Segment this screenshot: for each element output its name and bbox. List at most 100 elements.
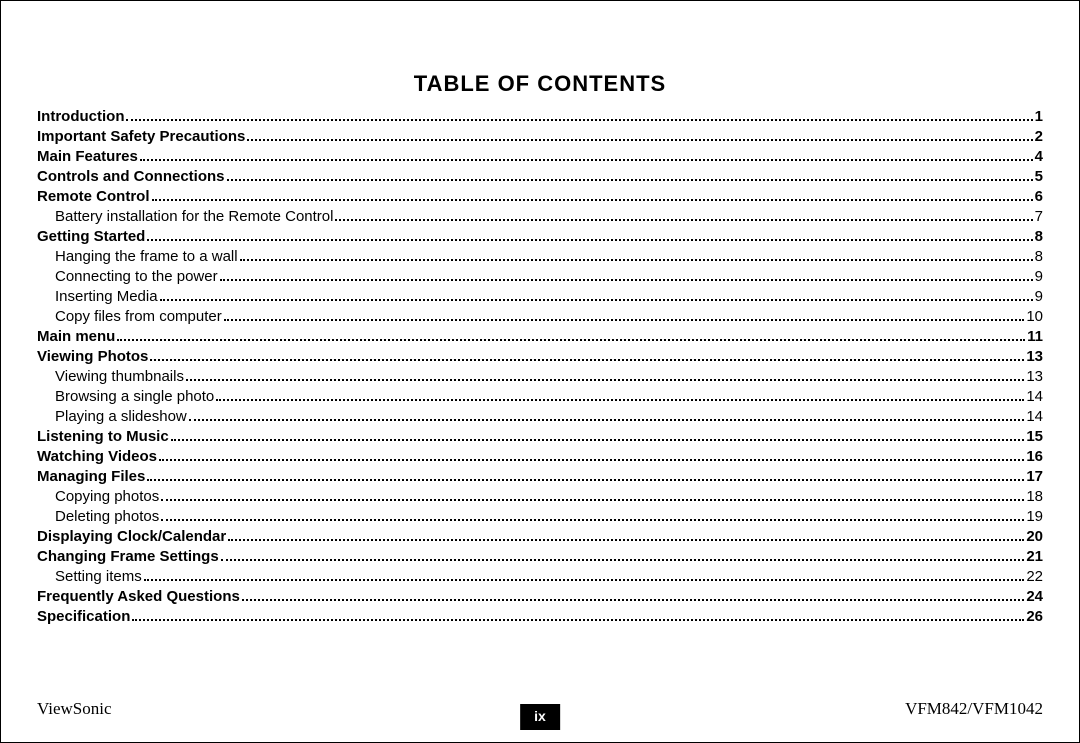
toc-title: TABLE OF CONTENTS bbox=[1, 71, 1079, 97]
toc-leader bbox=[171, 439, 1025, 441]
toc-leader bbox=[117, 339, 1025, 341]
toc-entry-label: Remote Control bbox=[37, 187, 150, 207]
toc-entry-label: Displaying Clock/Calendar bbox=[37, 527, 226, 547]
toc-entry-page: 2 bbox=[1035, 127, 1043, 147]
toc-entry: Specification 26 bbox=[37, 607, 1043, 627]
toc-entry: Displaying Clock/Calendar 20 bbox=[37, 527, 1043, 547]
toc-leader bbox=[152, 199, 1033, 201]
toc-entry-page: 7 bbox=[1035, 207, 1043, 227]
toc-leader bbox=[221, 559, 1025, 561]
toc-entry-page: 4 bbox=[1035, 147, 1043, 167]
toc-entry-page: 19 bbox=[1026, 507, 1043, 527]
toc-leader bbox=[228, 539, 1024, 541]
toc-leader bbox=[161, 499, 1024, 501]
toc: Introduction1Important Safety Precaution… bbox=[1, 107, 1079, 627]
toc-entry: Frequently Asked Questions 24 bbox=[37, 587, 1043, 607]
toc-entry-page: 21 bbox=[1026, 547, 1043, 567]
toc-entry: Deleting photos 19 bbox=[37, 507, 1043, 527]
toc-entry-page: 13 bbox=[1026, 367, 1043, 387]
toc-leader bbox=[216, 399, 1024, 401]
toc-leader bbox=[161, 519, 1024, 521]
toc-entry-page: 20 bbox=[1026, 527, 1043, 547]
toc-entry-page: 9 bbox=[1035, 267, 1043, 287]
footer: ViewSonic ix VFM842/VFM1042 bbox=[1, 694, 1079, 724]
toc-entry-label: Main Features bbox=[37, 147, 138, 167]
toc-entry: Managing Files 17 bbox=[37, 467, 1043, 487]
toc-leader bbox=[240, 259, 1033, 261]
toc-leader bbox=[140, 159, 1033, 161]
toc-entry: Changing Frame Settings 21 bbox=[37, 547, 1043, 567]
toc-entry-label: Battery installation for the Remote Cont… bbox=[55, 207, 333, 227]
toc-leader bbox=[186, 379, 1024, 381]
toc-entry-label: Frequently Asked Questions bbox=[37, 587, 240, 607]
toc-leader bbox=[147, 479, 1024, 481]
toc-leader bbox=[144, 579, 1025, 581]
toc-leader bbox=[242, 599, 1024, 601]
toc-leader bbox=[224, 319, 1025, 321]
toc-leader bbox=[150, 359, 1024, 361]
toc-entry-page: 1 bbox=[1035, 107, 1043, 127]
page: TABLE OF CONTENTS Introduction1Important… bbox=[0, 0, 1080, 743]
toc-entry-label: Copy files from computer bbox=[55, 307, 222, 327]
toc-entry-page: 22 bbox=[1026, 567, 1043, 587]
toc-entry-label: Specification bbox=[37, 607, 130, 627]
toc-entry: Inserting Media 9 bbox=[37, 287, 1043, 307]
toc-entry: Introduction1 bbox=[37, 107, 1043, 127]
toc-entry: Viewing Photos 13 bbox=[37, 347, 1043, 367]
toc-leader bbox=[189, 419, 1025, 421]
toc-entry: Setting items22 bbox=[37, 567, 1043, 587]
toc-entry-page: 9 bbox=[1035, 287, 1043, 307]
toc-entry: Browsing a single photo 14 bbox=[37, 387, 1043, 407]
toc-entry-label: Inserting Media bbox=[55, 287, 158, 307]
toc-entry: Main menu11 bbox=[37, 327, 1043, 347]
toc-entry: Remote Control 6 bbox=[37, 187, 1043, 207]
toc-leader bbox=[132, 619, 1024, 621]
toc-entry: Controls and Connections 5 bbox=[37, 167, 1043, 187]
toc-leader bbox=[126, 119, 1032, 121]
toc-entry-page: 8 bbox=[1035, 247, 1043, 267]
toc-entry-page: 14 bbox=[1026, 407, 1043, 427]
toc-entry: Connecting to the power 9 bbox=[37, 267, 1043, 287]
toc-entry: Playing a slideshow 14 bbox=[37, 407, 1043, 427]
toc-entry-page: 17 bbox=[1026, 467, 1043, 487]
toc-entry-page: 13 bbox=[1026, 347, 1043, 367]
toc-entry-page: 16 bbox=[1026, 447, 1043, 467]
toc-leader bbox=[147, 239, 1032, 241]
toc-entry: Watching Videos16 bbox=[37, 447, 1043, 467]
toc-leader bbox=[335, 219, 1032, 221]
toc-entry-label: Viewing thumbnails bbox=[55, 367, 184, 387]
toc-entry-label: Getting Started bbox=[37, 227, 145, 247]
toc-entry-label: Main menu bbox=[37, 327, 115, 347]
toc-entry: Viewing thumbnails 13 bbox=[37, 367, 1043, 387]
footer-model: VFM842/VFM1042 bbox=[905, 699, 1043, 719]
toc-entry-page: 5 bbox=[1035, 167, 1043, 187]
toc-entry-page: 6 bbox=[1035, 187, 1043, 207]
toc-entry: Battery installation for the Remote Cont… bbox=[37, 207, 1043, 227]
footer-brand: ViewSonic bbox=[37, 699, 112, 719]
toc-leader bbox=[227, 179, 1033, 181]
toc-entry: Listening to Music 15 bbox=[37, 427, 1043, 447]
toc-entry-label: Copying photos bbox=[55, 487, 159, 507]
toc-entry-page: 18 bbox=[1026, 487, 1043, 507]
toc-entry: Getting Started 8 bbox=[37, 227, 1043, 247]
toc-entry-label: Deleting photos bbox=[55, 507, 159, 527]
toc-entry-label: Managing Files bbox=[37, 467, 145, 487]
toc-entry-label: Listening to Music bbox=[37, 427, 169, 447]
toc-entry-label: Connecting to the power bbox=[55, 267, 218, 287]
toc-entry-page: 24 bbox=[1026, 587, 1043, 607]
toc-entry-page: 14 bbox=[1026, 387, 1043, 407]
toc-entry-label: Important Safety Precautions bbox=[37, 127, 245, 147]
toc-entry: Copying photos 18 bbox=[37, 487, 1043, 507]
toc-entry-label: Hanging the frame to a wall bbox=[55, 247, 238, 267]
toc-entry-label: Browsing a single photo bbox=[55, 387, 214, 407]
toc-entry-page: 8 bbox=[1035, 227, 1043, 247]
toc-entry-page: 26 bbox=[1026, 607, 1043, 627]
toc-leader bbox=[159, 459, 1024, 461]
toc-entry: Main Features 4 bbox=[37, 147, 1043, 167]
toc-entry-page: 15 bbox=[1026, 427, 1043, 447]
toc-entry-label: Controls and Connections bbox=[37, 167, 225, 187]
toc-leader bbox=[220, 279, 1033, 281]
toc-entry-label: Playing a slideshow bbox=[55, 407, 187, 427]
toc-entry-label: Changing Frame Settings bbox=[37, 547, 219, 567]
toc-entry-label: Viewing Photos bbox=[37, 347, 148, 367]
